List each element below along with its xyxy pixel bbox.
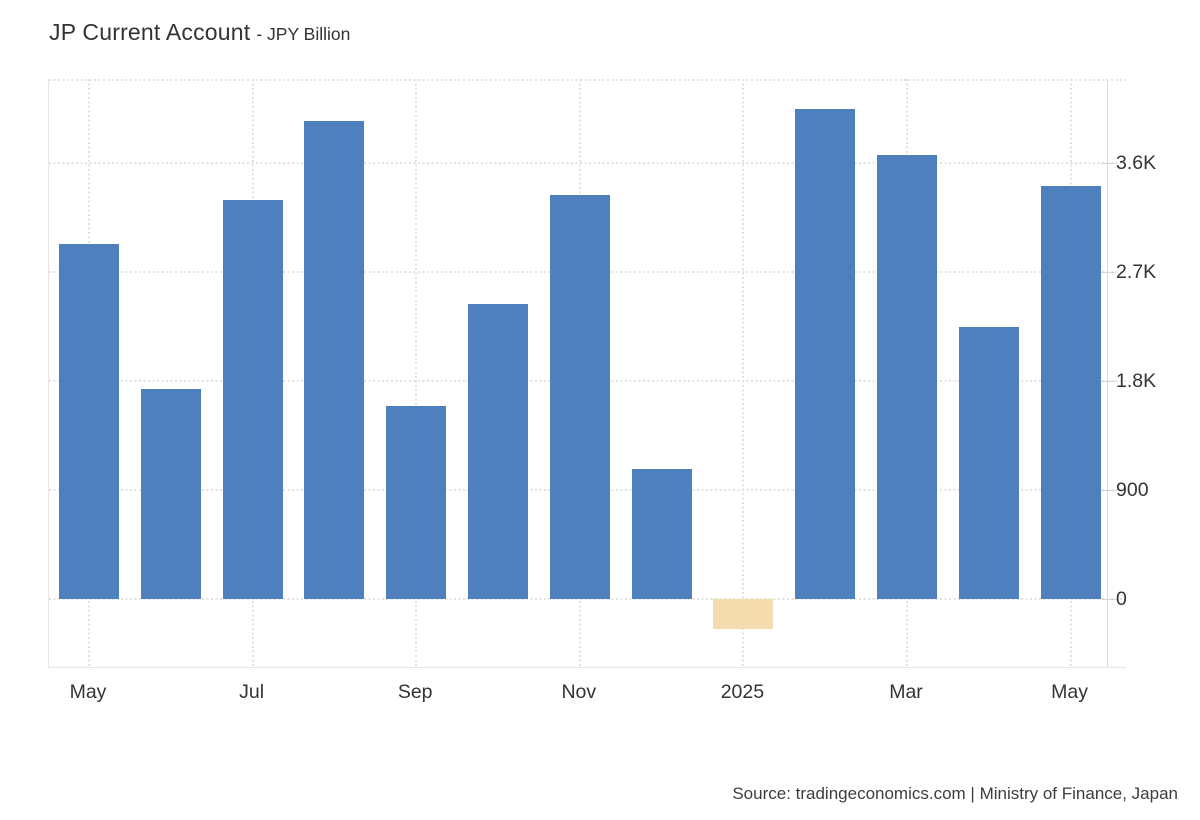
chart-title: JP Current Account bbox=[49, 19, 251, 45]
source-attribution: Source: tradingeconomics.com | Ministry … bbox=[732, 784, 1178, 803]
x-tick-label: 2025 bbox=[720, 681, 765, 703]
bar-6-Nov[interactable] bbox=[549, 195, 610, 599]
bar-11-Apr[interactable] bbox=[958, 327, 1019, 599]
bar-3-Aug[interactable] bbox=[304, 121, 365, 599]
y-axis-tick bbox=[1101, 271, 1115, 273]
x-grid-line bbox=[742, 79, 745, 667]
plot-top-border bbox=[49, 79, 1126, 81]
bar-8-Jan[interactable] bbox=[713, 598, 774, 630]
y-axis-tick bbox=[1101, 380, 1115, 382]
y-tick-label: 1.8K bbox=[1116, 369, 1157, 392]
y-grid-line bbox=[49, 597, 1126, 600]
bar-10-Mar[interactable] bbox=[877, 155, 937, 599]
y-tick-label: 900 bbox=[1116, 478, 1149, 501]
bar-1-Jun[interactable] bbox=[140, 389, 201, 599]
x-tick-label: May bbox=[69, 681, 107, 703]
chart-header: JP Current Account - JPY Billion bbox=[49, 19, 350, 46]
x-tick-label: Jul bbox=[239, 681, 265, 703]
plot-area bbox=[48, 79, 1126, 668]
y-axis-tick bbox=[1101, 598, 1115, 600]
bar-4-Sep[interactable] bbox=[386, 406, 447, 599]
chart-subtitle: - JPY Billion bbox=[256, 24, 351, 44]
bar-5-Oct[interactable] bbox=[468, 304, 528, 599]
bar-7-Dec[interactable] bbox=[631, 469, 692, 599]
x-tick-label: Mar bbox=[889, 681, 923, 703]
y-axis-line bbox=[1107, 79, 1108, 667]
y-axis-tick bbox=[1101, 489, 1115, 491]
bar-2-Jul[interactable] bbox=[222, 200, 283, 599]
y-tick-label: 2.7K bbox=[1116, 260, 1157, 283]
y-tick-label: 0 bbox=[1116, 587, 1127, 610]
x-grid-line bbox=[415, 79, 418, 667]
y-tick-label: 3.6K bbox=[1116, 151, 1157, 174]
bar-12-May[interactable] bbox=[1040, 185, 1101, 599]
y-axis-tick bbox=[1101, 162, 1115, 164]
bar-0-May[interactable] bbox=[59, 243, 119, 599]
x-tick-label: May bbox=[1051, 681, 1089, 703]
y-grid-line bbox=[49, 161, 1126, 164]
bar-9-Feb[interactable] bbox=[795, 109, 856, 599]
x-tick-label: Sep bbox=[397, 681, 433, 703]
x-tick-label: Nov bbox=[561, 681, 597, 703]
